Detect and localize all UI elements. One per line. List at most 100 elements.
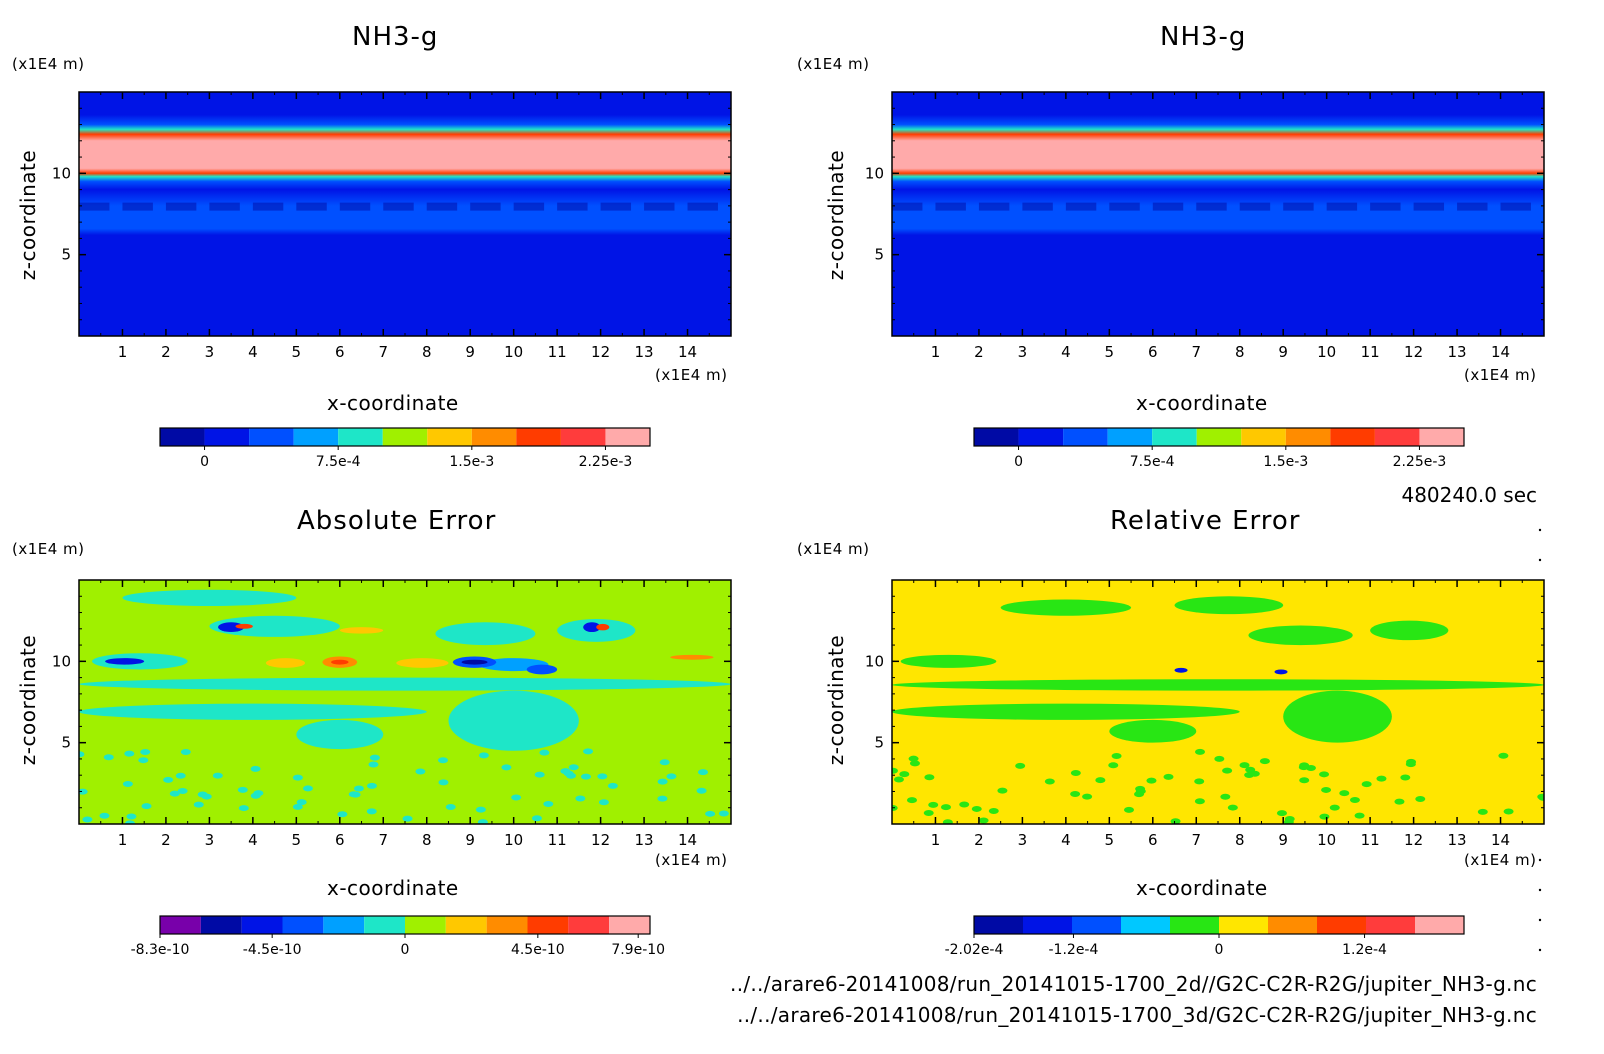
field-feature: [1109, 719, 1197, 743]
colorbar-swatch: [445, 916, 487, 934]
field-speckle: [657, 795, 668, 802]
field-speckle: [369, 754, 380, 761]
x-tick-label: 7: [1191, 343, 1201, 361]
field-speckle: [1015, 762, 1026, 769]
panel2-xlabel: x-coordinate: [1136, 391, 1268, 415]
field-speckle: [942, 819, 953, 824]
field-speckle: [923, 810, 934, 817]
colorbar-swatch: [516, 428, 561, 446]
field-patch: [470, 202, 501, 211]
panel4-ylabel: z-coordinate: [824, 634, 848, 766]
field-patch: [600, 202, 632, 211]
field-patch: [1109, 202, 1140, 211]
field-speckle: [659, 759, 670, 766]
field-speckle: [580, 773, 591, 780]
colorbar-tick-label: 2.25e-3: [1393, 454, 1447, 470]
field-speckle: [1259, 758, 1270, 765]
panel4-title: Relative Error: [1110, 506, 1301, 536]
field-speckle: [140, 748, 151, 755]
field-speckle: [908, 755, 919, 762]
field-speckle: [1415, 795, 1426, 802]
field-feature: [79, 703, 427, 720]
x-tick-label: 1: [118, 343, 128, 361]
field-feature: [461, 659, 488, 665]
field-patch: [1500, 202, 1531, 211]
field-patch: [1283, 202, 1314, 211]
field-speckle: [1405, 761, 1416, 768]
field-feature: [1283, 690, 1392, 743]
field-speckle: [478, 752, 489, 759]
field-patch: [557, 202, 588, 211]
colorbar-swatch: [1063, 428, 1108, 446]
field-feature: [1370, 620, 1449, 641]
field-patch: [513, 202, 545, 211]
x-tick-label: 2: [161, 831, 171, 849]
field-speckle: [568, 764, 579, 771]
y-tick-label: 10: [52, 652, 71, 670]
field-feature: [435, 622, 536, 646]
field-speckle: [103, 754, 114, 761]
colorbar-tick-label: -1.2e-4: [1049, 942, 1099, 958]
field-speckle: [1376, 775, 1387, 782]
colorbar-swatch: [338, 428, 383, 446]
colorbar-tick-label: 7.9e-10: [611, 942, 665, 958]
field-feature: [900, 654, 997, 668]
colorbar-tick-label: 1.2e-4: [1342, 942, 1387, 958]
field-speckle: [296, 799, 307, 806]
x-tick-label: 9: [465, 831, 475, 849]
field-feature: [670, 654, 714, 660]
colorbar-tick-label: 1.5e-3: [1263, 454, 1308, 470]
panel1-xlabel: x-coordinate: [327, 391, 459, 415]
field-speckle: [997, 787, 1008, 794]
field-speckle: [906, 797, 917, 804]
x-tick-label: 13: [635, 831, 654, 849]
field-patch: [1196, 202, 1227, 211]
colorbar-swatch: [427, 428, 472, 446]
field-feature: [892, 703, 1240, 720]
field-speckle: [99, 812, 110, 819]
field-speckle: [909, 760, 920, 767]
x-tick-label: 2: [974, 831, 984, 849]
field-patch: [1152, 202, 1184, 211]
x-tick-label: 1: [118, 831, 128, 849]
panel1-yunit: (x1E4 m): [12, 55, 85, 73]
field-speckle: [177, 787, 188, 794]
field-feature: [448, 690, 579, 751]
field-speckle: [1220, 793, 1231, 800]
field-speckle: [1498, 752, 1509, 759]
x-tick-label: 9: [1278, 831, 1288, 849]
field-speckle: [1283, 818, 1294, 824]
field-speckle: [1321, 786, 1332, 793]
colorbar-swatch: [974, 428, 1019, 446]
colorbar-swatch: [1415, 916, 1464, 934]
colorbar-tick-label: 2.25e-3: [579, 454, 633, 470]
x-tick-label: 11: [1361, 343, 1380, 361]
field-feature: [1248, 625, 1353, 646]
colorbar-tick-label: 7.5e-4: [1130, 454, 1175, 470]
x-tick-label: 14: [1491, 831, 1510, 849]
x-tick-label: 12: [1404, 831, 1423, 849]
colorbar-swatch: [249, 428, 294, 446]
plot-area-1: [79, 92, 731, 336]
x-tick-label: 14: [1491, 343, 1510, 361]
field-speckle: [539, 749, 550, 756]
field-speckle: [607, 782, 618, 789]
colorbar-4: -2.02e-4 -1.2e-4 0 1.2e-4: [945, 915, 1465, 958]
panel1-ylabel: z-coordinate: [16, 149, 40, 281]
field-speckle: [1070, 770, 1081, 777]
x-tick-label: 1: [931, 343, 941, 361]
colorbar-tick-label: 0: [1215, 942, 1224, 958]
colorbar-swatch: [609, 916, 650, 934]
x-tick-label: 7: [1191, 831, 1201, 849]
field-patch: [339, 202, 371, 211]
field-speckle: [82, 816, 93, 823]
x-tick-label: 6: [335, 343, 345, 361]
x-tick-label: 12: [591, 831, 610, 849]
field-speckle: [138, 757, 149, 764]
field-feature: [265, 658, 306, 668]
x-tick-label: 3: [205, 343, 215, 361]
colorbar-swatch: [293, 428, 339, 446]
x-tick-label: 14: [678, 343, 697, 361]
